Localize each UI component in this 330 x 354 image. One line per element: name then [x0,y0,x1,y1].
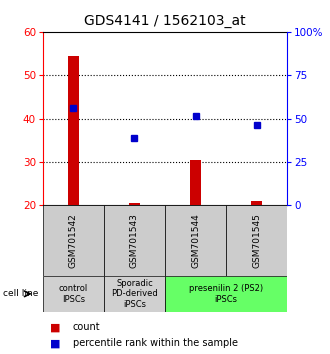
Text: control
IPSCs: control IPSCs [59,284,88,303]
Text: ■: ■ [50,338,60,348]
Text: GSM701544: GSM701544 [191,213,200,268]
Text: GSM701542: GSM701542 [69,213,78,268]
Text: ■: ■ [50,322,60,332]
Bar [68,56,79,205]
Bar [226,205,287,276]
Text: presenilin 2 (PS2)
iPSCs: presenilin 2 (PS2) iPSCs [189,284,263,303]
Bar [165,276,287,312]
Text: percentile rank within the sample: percentile rank within the sample [73,338,238,348]
Text: GSM701545: GSM701545 [252,213,261,268]
Title: GDS4141 / 1562103_at: GDS4141 / 1562103_at [84,14,246,28]
Bar [104,205,165,276]
Bar [104,276,165,312]
Bar [165,205,226,276]
Text: count: count [73,322,100,332]
Bar [251,201,262,205]
Bar [190,160,201,205]
Text: GSM701543: GSM701543 [130,213,139,268]
Text: cell line: cell line [3,289,39,298]
Text: Sporadic
PD-derived
iPSCs: Sporadic PD-derived iPSCs [111,279,158,309]
Bar [129,203,140,205]
Bar [43,205,104,276]
Bar [43,276,104,312]
